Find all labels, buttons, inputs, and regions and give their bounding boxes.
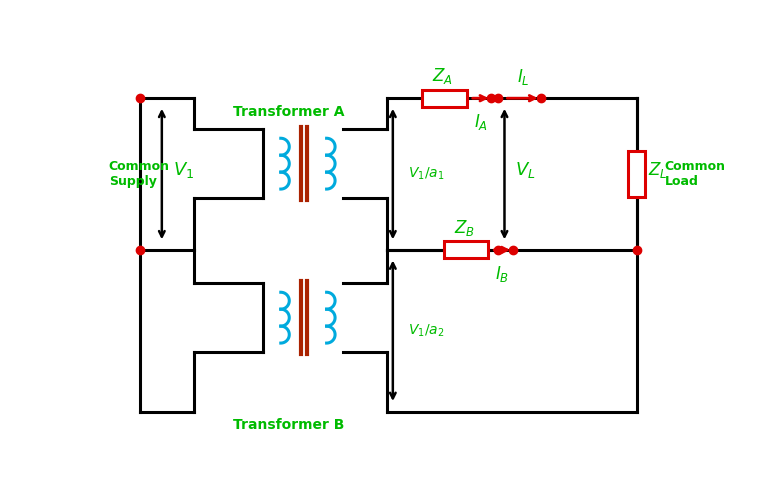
Text: Transformer B: Transformer B bbox=[233, 418, 345, 432]
Text: $Z_B$: $Z_B$ bbox=[454, 218, 475, 237]
Text: $V_L$: $V_L$ bbox=[515, 160, 536, 180]
Text: Transformer A: Transformer A bbox=[233, 105, 345, 119]
Text: Common
Supply: Common Supply bbox=[109, 160, 170, 188]
Text: $I_A$: $I_A$ bbox=[474, 112, 488, 132]
Text: $I_L$: $I_L$ bbox=[517, 67, 529, 87]
Text: $V_1/a_1$: $V_1/a_1$ bbox=[409, 166, 445, 182]
Text: $Z_A$: $Z_A$ bbox=[432, 66, 453, 86]
Text: $V_1$: $V_1$ bbox=[173, 160, 194, 180]
Bar bbox=[422, 90, 467, 107]
Bar bbox=[628, 151, 645, 197]
Text: $V_1/a_2$: $V_1/a_2$ bbox=[409, 323, 445, 339]
Text: $Z_L$: $Z_L$ bbox=[647, 160, 667, 180]
Bar bbox=[444, 241, 488, 259]
Text: Common
Load: Common Load bbox=[664, 160, 726, 188]
Text: $I_B$: $I_B$ bbox=[495, 264, 509, 284]
